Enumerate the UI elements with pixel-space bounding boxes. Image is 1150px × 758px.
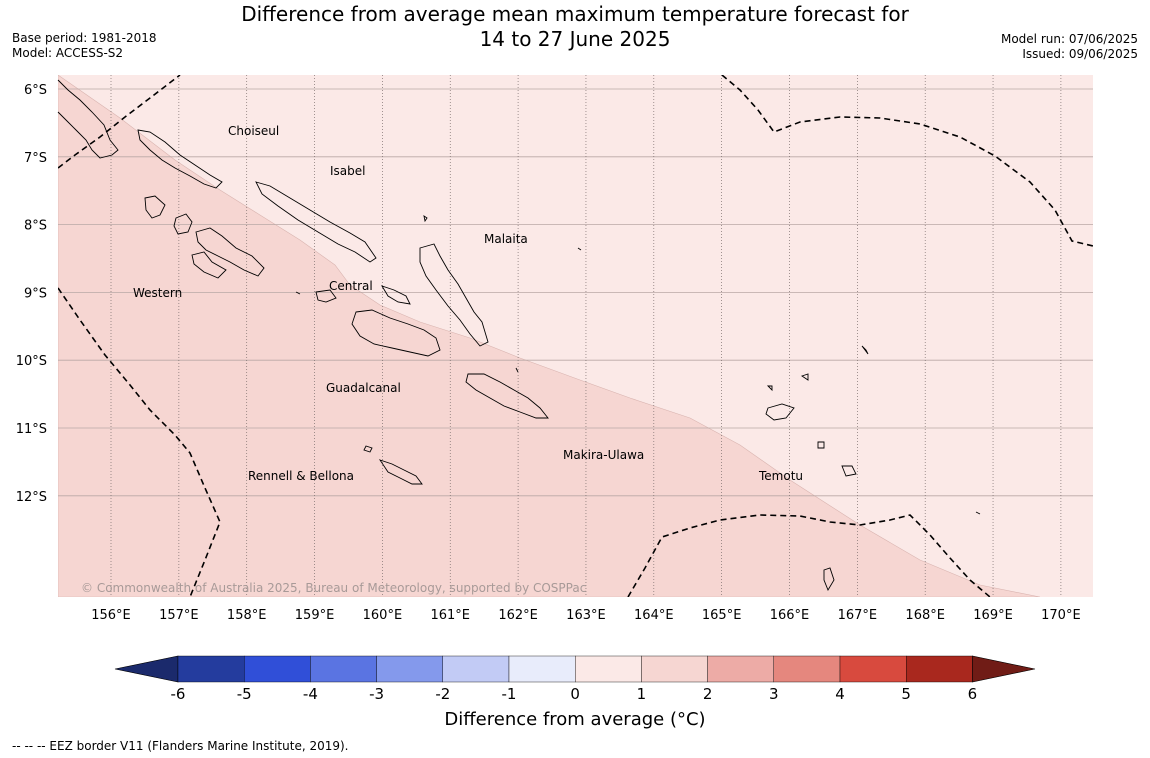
colorbar-over-arrow: [972, 655, 1036, 683]
colorbar-tick-label: 3: [769, 685, 779, 703]
colorbar-swatch: [839, 655, 907, 683]
malaita-coast: [419, 243, 489, 347]
eez-border-west: [58, 287, 221, 597]
colorbar-under-arrow: [114, 655, 179, 683]
colorbar-tick-label: -3: [369, 685, 384, 703]
label-guadalcanal: Guadalcanal: [326, 381, 401, 395]
longitude-label: 157°E: [159, 608, 199, 623]
meta-right: Model run: 07/06/2025 Issued: 09/06/2025: [1001, 32, 1138, 62]
longitude-label: 166°E: [770, 608, 810, 623]
longitude-label: 158°E: [227, 608, 267, 623]
small-islands: [295, 215, 582, 373]
new-georgia-coast: [144, 195, 265, 279]
meta-left: Base period: 1981-2018 Model: ACCESS-S2: [12, 31, 157, 61]
bougainville-coast: [57, 79, 119, 159]
colorbar: -6 -5 -4 -3 -2 -1 0 1 2 3 4 5 6: [114, 655, 1036, 703]
longitude-labels: 156°E 157°E 158°E 159°E 160°E 161°E 162°E 163°E…: [91, 608, 1080, 623]
eez-footnote: -- -- -- EEZ border V11 (Flanders Marine…: [12, 739, 349, 753]
latitude-label: 8°S: [24, 219, 47, 234]
colorbar-tick-label: 4: [835, 685, 845, 703]
base-period-text: Base period: 1981-2018: [12, 31, 157, 45]
colorbar-swatch: [641, 655, 708, 683]
label-western: Western: [133, 286, 182, 300]
title-line-2: 14 to 27 June 2025: [479, 27, 671, 51]
coastlines: [57, 79, 981, 592]
colorbar-swatch: [575, 655, 642, 683]
colorbar-tick-label: -4: [303, 685, 318, 703]
latitude-label: 7°S: [24, 151, 47, 166]
title-line-1: Difference from average mean maximum tem…: [241, 2, 909, 26]
latitude-label: 11°S: [16, 422, 47, 437]
colorbar-swatch: [508, 655, 576, 683]
province-labels: Choiseul Isabel Malaita Western Central …: [133, 124, 803, 483]
colorbar-swatch: [243, 655, 311, 683]
eez-border-png: [58, 75, 181, 169]
colorbar-swatch: [376, 655, 444, 683]
label-choiseul: Choiseul: [228, 124, 279, 138]
colorbar-title: Difference from average (°C): [444, 709, 706, 730]
colorbar-swatch: [906, 655, 973, 683]
eez-border-north-east: [721, 75, 1093, 247]
copyright-text: © Commonwealth of Australia 2025, Bureau…: [81, 581, 586, 595]
latitude-label: 9°S: [24, 286, 47, 301]
central-islands-coast: [315, 285, 411, 305]
anomaly-layer: [58, 75, 1093, 597]
colorbar-tick-label: -2: [435, 685, 450, 703]
latitude-label: 10°S: [16, 354, 47, 369]
latitude-label: 6°S: [24, 83, 47, 98]
longitude-label: 159°E: [295, 608, 335, 623]
colorbar-swatch: [773, 655, 841, 683]
eez-border-south: [627, 514, 991, 597]
colorbar-swatch: [177, 655, 245, 683]
longitude-label: 170°E: [1041, 608, 1081, 623]
longitude-label: 169°E: [973, 608, 1013, 623]
label-rennell-bellona: Rennell & Bellona: [248, 469, 354, 483]
eez-borders: [58, 75, 1093, 597]
colorbar-tick-label: 6: [968, 685, 978, 703]
rennell-coast: [363, 445, 423, 485]
guadalcanal-coast: [351, 309, 441, 357]
longitude-label: 164°E: [634, 608, 674, 623]
longitude-label: 165°E: [702, 608, 742, 623]
colorbar-swatch: [442, 655, 510, 683]
santa-cruz-coast: [765, 345, 981, 592]
longitude-label: 167°E: [838, 608, 878, 623]
longitude-label: 163°E: [566, 608, 606, 623]
graticule: [58, 75, 1093, 597]
issued-text: Issued: 09/06/2025: [1022, 47, 1138, 61]
choiseul-coast: [137, 129, 223, 189]
label-isabel: Isabel: [330, 164, 365, 178]
colorbar-tick-label: 0: [570, 685, 580, 703]
colorbar-tick-label: 2: [703, 685, 713, 703]
label-makira-ulawa: Makira-Ulawa: [563, 448, 644, 462]
longitude-label: 161°E: [430, 608, 470, 623]
latitude-label: 12°S: [16, 490, 47, 505]
colorbar-tick-label: 5: [901, 685, 911, 703]
anomaly-region-1-to-2: [58, 75, 1041, 597]
model-run-text: Model run: 07/06/2025: [1000, 32, 1138, 46]
label-central: Central: [329, 279, 373, 293]
model-text: Model: ACCESS-S2: [12, 46, 124, 60]
colorbar-tick-label: 1: [637, 685, 647, 703]
colorbar-swatch: [310, 655, 377, 683]
map-title: Difference from average mean maximum tem…: [0, 2, 1150, 52]
longitude-label: 160°E: [363, 608, 403, 623]
label-malaita: Malaita: [484, 232, 528, 246]
colorbar-swatch: [707, 655, 774, 683]
isabel-coast: [255, 181, 377, 263]
longitude-label: 162°E: [498, 608, 538, 623]
colorbar-tick-label: -6: [171, 685, 186, 703]
longitude-label: 168°E: [905, 608, 945, 623]
colorbar-tick-label: -1: [502, 685, 517, 703]
latitude-labels: 6°S 7°S 8°S 9°S 10°S 11°S 12°S: [16, 83, 47, 505]
label-temotu: Temotu: [758, 469, 803, 483]
colorbar-tick-label: -5: [237, 685, 252, 703]
makira-coast: [465, 373, 549, 419]
longitude-label: 156°E: [91, 608, 131, 623]
